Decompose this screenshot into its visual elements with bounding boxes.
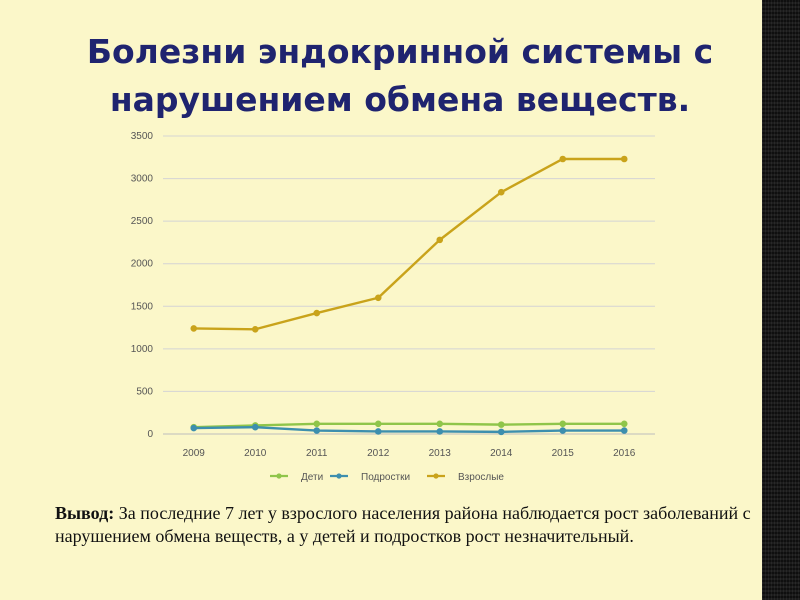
data-point-0-4 (436, 420, 444, 428)
data-point-2-5 (497, 188, 505, 196)
legend-label: Дети (301, 472, 323, 483)
data-point-2-6 (559, 155, 567, 163)
y-tick-label: 2500 (131, 216, 154, 227)
data-point-2-1 (251, 325, 259, 333)
data-point-1-0 (190, 424, 198, 432)
conclusion-text-block: Вывод: За последние 7 лет у взрослого на… (55, 502, 755, 548)
data-point-1-2 (313, 427, 321, 434)
legend-label: Взрослые (458, 472, 504, 483)
y-tick-label: 500 (136, 386, 153, 397)
y-tick-label: 3000 (131, 174, 154, 185)
x-tick-label: 2016 (613, 448, 636, 459)
data-point-1-4 (436, 428, 444, 435)
decorative-side-pattern (762, 0, 800, 600)
y-tick-label: 3500 (131, 131, 154, 142)
line-chart-container: 0 500 1000 1500 2000 2500 3000 3500 2009 2010 2011… (100, 122, 660, 496)
x-tick-label: 2014 (490, 448, 513, 459)
conclusion-body: За последние 7 лет у взрослого населения… (55, 503, 751, 546)
data-point-2-4 (436, 236, 444, 244)
title-line-2: нарушением обмена веществ. (109, 80, 691, 119)
y-tick-label: 0 (147, 429, 153, 440)
data-point-1-3 (374, 428, 382, 435)
data-point-1-1 (251, 423, 259, 431)
data-point-0-6 (559, 420, 567, 428)
conclusion-label: Вывод: (55, 503, 115, 523)
data-point-2-7 (620, 155, 628, 163)
x-tick-label: 2015 (552, 448, 575, 459)
y-tick-label: 2000 (131, 259, 154, 270)
y-tick-label: 1500 (131, 301, 154, 312)
data-point-1-6 (559, 427, 567, 434)
legend-marker-1 (336, 473, 342, 479)
data-point-2-0 (190, 325, 198, 332)
x-tick-label: 2013 (429, 448, 452, 459)
data-point-0-7 (620, 420, 628, 428)
x-tick-label: 2010 (244, 448, 267, 459)
x-tick-label: 2012 (367, 448, 390, 459)
data-point-0-5 (497, 421, 505, 428)
y-tick-label: 1000 (131, 344, 154, 355)
series-line-0 (192, 422, 626, 429)
data-point-1-7 (620, 427, 628, 434)
legend-label: Подростки (361, 472, 410, 483)
data-point-1-5 (497, 428, 505, 436)
title-line-1: Болезни эндокринной системы с (86, 32, 714, 71)
series-line-1 (192, 425, 626, 434)
data-point-2-2 (313, 309, 321, 317)
data-point-0-2 (313, 420, 321, 428)
series-line-2 (192, 157, 626, 331)
line-chart: 0 500 1000 1500 2000 2500 3000 3500 2009 2010 2011… (131, 131, 655, 483)
x-tick-label: 2009 (183, 448, 206, 459)
legend-marker-2 (433, 473, 439, 479)
x-tick-label: 2011 (306, 448, 328, 459)
legend-marker-0 (276, 473, 282, 479)
data-point-2-3 (374, 294, 382, 302)
page-title: Болезни эндокринной системы с нарушением… (56, 28, 744, 124)
data-point-0-3 (374, 420, 382, 428)
